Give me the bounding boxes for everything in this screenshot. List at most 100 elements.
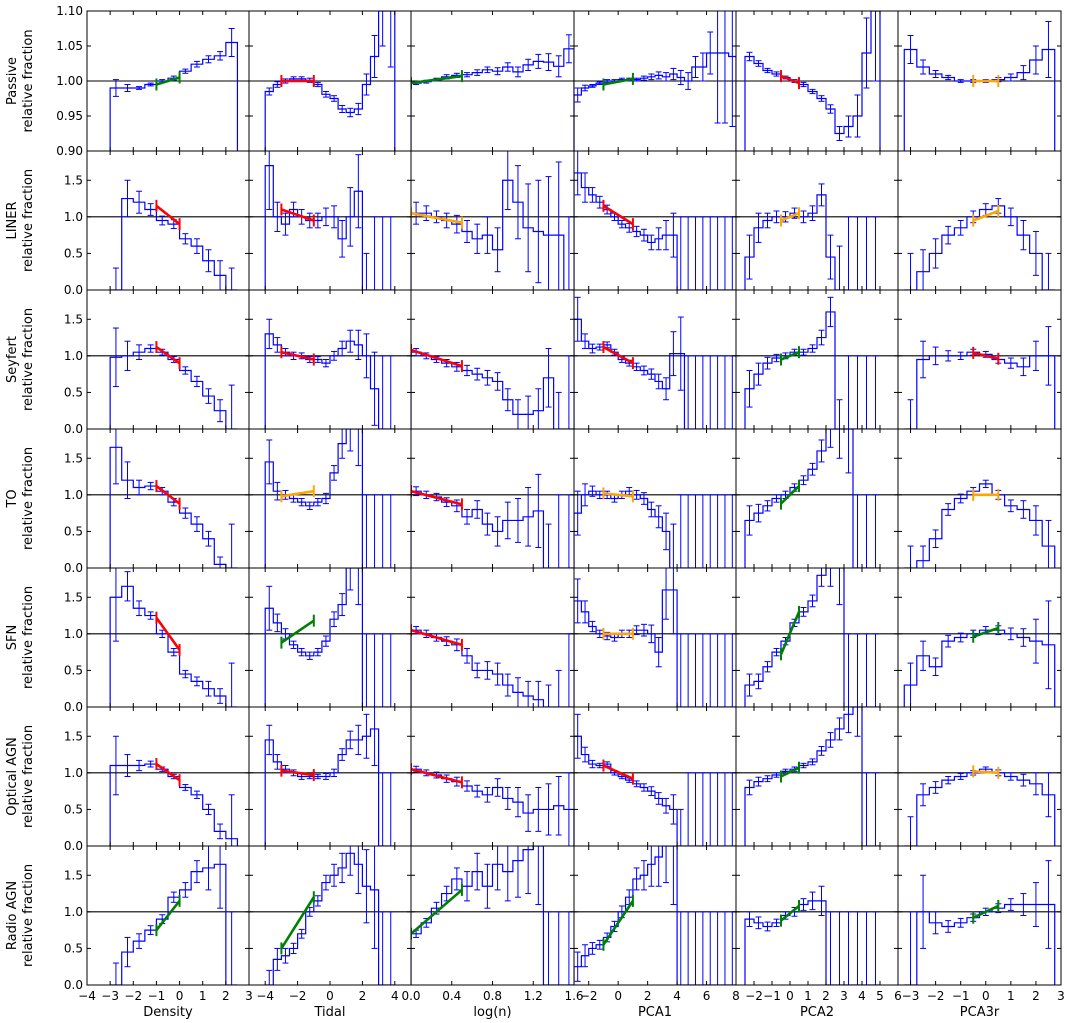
panel-5-2 xyxy=(411,763,574,846)
y-tick-label: 1.0 xyxy=(64,210,83,224)
histogram-step xyxy=(411,768,574,846)
panel-4-2 xyxy=(411,624,574,707)
x-tick-label: −2 xyxy=(927,989,945,1003)
y-axis-title: relative fraction xyxy=(21,586,36,689)
panel-3-4 xyxy=(736,429,898,568)
panel-4-0 xyxy=(87,568,249,707)
y-tick-label: 1.05 xyxy=(56,39,83,53)
histogram-step xyxy=(110,197,238,290)
y-tick-label: 1.5 xyxy=(64,729,83,743)
panel-frame xyxy=(573,150,737,291)
histogram-step xyxy=(264,165,395,290)
fit-line xyxy=(411,74,463,85)
panel-0-5 xyxy=(898,21,1061,151)
histogram-step xyxy=(574,490,736,568)
panel-4-4 xyxy=(736,568,898,707)
histogram-step xyxy=(744,429,880,568)
x-tick-label: 6 xyxy=(894,989,902,1003)
panel-frame xyxy=(573,706,737,847)
x-axis-title: Density xyxy=(143,1005,193,1020)
fit-line xyxy=(155,762,181,782)
fit-line xyxy=(411,348,463,368)
panel-3-2 xyxy=(411,473,574,568)
panel-1-1 xyxy=(249,151,411,290)
panel-frame xyxy=(735,706,899,847)
y-axis-title: relative fraction xyxy=(21,864,36,967)
panel-1-4 xyxy=(736,183,898,290)
panel-frame xyxy=(897,706,1062,847)
x-tick-label: 0 xyxy=(326,989,334,1003)
x-tick-label: 2 xyxy=(222,989,230,1003)
fit-line xyxy=(972,904,999,919)
fit-line xyxy=(603,77,634,86)
x-axis-title: PCA3r xyxy=(960,1005,1000,1020)
panel-3-5 xyxy=(898,479,1061,568)
panel-5-1 xyxy=(249,707,411,846)
x-tick-label: −4 xyxy=(256,989,274,1003)
y-tick-label: 1.0 xyxy=(64,488,83,502)
fit-line xyxy=(780,211,800,222)
panel-0-4 xyxy=(736,11,898,151)
y-axis-title: Seyfert xyxy=(5,336,20,383)
histogram-step xyxy=(411,629,574,707)
x-tick-label: 2 xyxy=(822,989,830,1003)
x-tick-label: −2 xyxy=(124,989,142,1003)
fit-line xyxy=(972,626,999,638)
x-tick-label: 1 xyxy=(199,989,207,1003)
y-tick-label: 1.5 xyxy=(64,312,83,326)
fit-line xyxy=(280,619,315,644)
x-tick-label: 3 xyxy=(245,989,253,1003)
fit-line xyxy=(602,204,634,226)
fit-line xyxy=(411,628,463,647)
fit-line xyxy=(602,900,634,946)
x-tick-label: −2 xyxy=(580,989,598,1003)
x-tick-label: −1 xyxy=(148,989,166,1003)
y-tick-label: 1.5 xyxy=(64,173,83,187)
y-tick-label: 1.0 xyxy=(64,627,83,641)
y-tick-label: 0.5 xyxy=(64,246,83,260)
fit-line xyxy=(780,904,800,922)
histogram-step xyxy=(744,707,880,846)
y-tick-label: 0.5 xyxy=(64,802,83,816)
panel-2-1 xyxy=(249,318,411,429)
histogram-step xyxy=(574,846,736,985)
x-axis-title: PCA1 xyxy=(638,1005,672,1020)
fit-line xyxy=(780,485,800,505)
y-tick-label: 1.0 xyxy=(64,349,83,363)
panel-3-1 xyxy=(249,429,411,568)
y-tick-label: 1.5 xyxy=(64,451,83,465)
panel-2-5 xyxy=(898,326,1061,429)
y-tick-label: 0.5 xyxy=(64,385,83,399)
histogram-step xyxy=(109,585,238,707)
x-tick-label: 0.8 xyxy=(483,989,502,1003)
x-tick-label: −1 xyxy=(952,989,970,1003)
x-tick-label: 0 xyxy=(982,989,990,1003)
fit-line xyxy=(602,764,634,780)
histogram-step xyxy=(904,768,1056,846)
y-tick-label: 0.90 xyxy=(56,144,83,158)
fit-line xyxy=(281,489,315,498)
y-tick-label: 0.0 xyxy=(64,839,83,853)
x-tick-label: 6 xyxy=(703,989,711,1003)
fit-line xyxy=(603,492,634,498)
histogram-step xyxy=(264,568,395,707)
panel-frame xyxy=(735,428,899,569)
fit-line xyxy=(281,769,314,777)
panel-frame xyxy=(897,150,1062,291)
y-axis-title: relative fraction xyxy=(21,725,36,828)
y-axis-title: Passive xyxy=(5,57,20,105)
x-tick-label: −4 xyxy=(78,989,96,1003)
histogram-step xyxy=(574,172,736,290)
histogram-step xyxy=(574,52,736,151)
panel-frame xyxy=(897,428,1062,569)
panel-2-2 xyxy=(411,343,574,429)
fit-line xyxy=(155,345,181,365)
histogram-step xyxy=(411,351,574,429)
x-tick-label: 2 xyxy=(359,989,367,1003)
histogram-step xyxy=(574,589,736,707)
y-tick-label: 0.0 xyxy=(64,422,83,436)
x-tick-label: 2 xyxy=(1032,989,1040,1003)
panel-4-5 xyxy=(898,600,1061,707)
fit-line xyxy=(411,211,463,224)
